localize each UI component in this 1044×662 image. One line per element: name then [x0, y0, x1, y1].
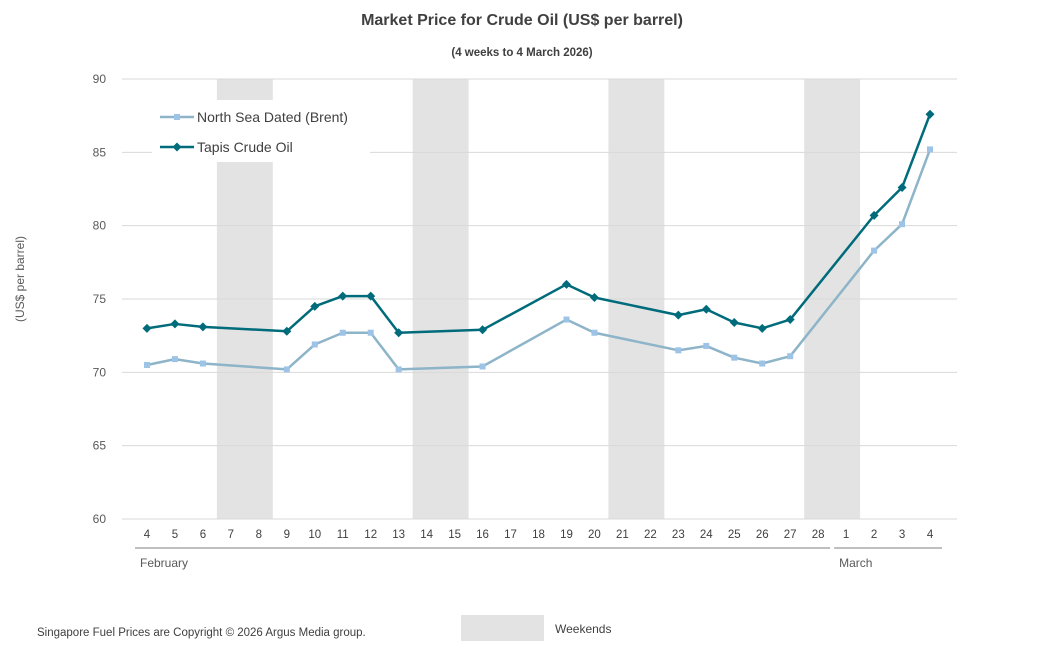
x-tick-label: 22 — [644, 529, 657, 541]
data-point-brent — [563, 316, 570, 323]
month-label: March — [839, 556, 872, 570]
y-tick-label: 80 — [93, 219, 107, 233]
chart-title: Market Price for Crude Oil (US$ per barr… — [361, 12, 683, 29]
x-tick-label: 21 — [616, 529, 629, 541]
data-point-tapis — [701, 304, 711, 314]
data-point-brent — [143, 362, 150, 368]
x-tick-label: 19 — [560, 529, 573, 541]
data-point-brent — [703, 342, 710, 349]
data-point-brent — [367, 329, 374, 336]
x-tick-label: 24 — [700, 529, 713, 541]
legend-box — [152, 100, 370, 162]
data-point-brent — [283, 366, 290, 373]
x-tick-label: 14 — [420, 529, 433, 541]
x-tick-label: 12 — [364, 529, 377, 541]
data-point-tapis — [897, 183, 907, 193]
weekend-legend-swatch — [461, 615, 544, 641]
data-point-brent — [479, 363, 486, 370]
x-tick-label: 3 — [899, 529, 905, 541]
data-point-tapis — [729, 317, 739, 327]
data-point-brent — [927, 146, 934, 153]
data-point-tapis — [338, 291, 348, 301]
data-point-brent — [731, 354, 738, 361]
y-tick-label: 75 — [93, 292, 107, 306]
legend-marker — [174, 114, 180, 120]
data-point-brent — [787, 353, 794, 360]
data-point-brent — [171, 356, 178, 363]
data-point-tapis — [282, 326, 292, 336]
x-tick-label: 17 — [504, 529, 517, 541]
x-tick-label: 18 — [532, 529, 545, 541]
data-point-tapis — [785, 315, 795, 325]
x-tick-label: 20 — [588, 529, 601, 541]
x-tick-label: 8 — [256, 529, 262, 541]
data-point-tapis — [394, 328, 404, 338]
data-point-tapis — [561, 279, 571, 289]
data-point-tapis — [869, 210, 879, 220]
data-point-tapis — [142, 323, 152, 333]
data-point-brent — [675, 347, 682, 354]
weekend-legend-label: Weekends — [555, 622, 612, 636]
data-point-tapis — [673, 310, 683, 320]
y-tick-label: 90 — [93, 72, 107, 86]
x-tick-label: 2 — [871, 529, 877, 541]
data-point-tapis — [589, 293, 599, 303]
y-tick-label: 60 — [93, 512, 107, 526]
legend-marker — [172, 142, 182, 152]
month-label: February — [140, 556, 188, 570]
data-point-brent — [311, 341, 318, 348]
data-point-tapis — [198, 322, 208, 332]
x-tick-label: 6 — [200, 529, 206, 541]
x-tick-label: 4 — [927, 529, 934, 541]
legend-label: Tapis Crude Oil — [197, 139, 293, 155]
x-tick-label: 13 — [392, 529, 405, 541]
data-point-brent — [871, 247, 878, 254]
x-tick-label: 26 — [756, 529, 769, 541]
x-tick-label: 10 — [308, 529, 321, 541]
x-tick-label: 11 — [337, 529, 349, 541]
x-tick-label: 16 — [476, 529, 489, 541]
data-point-tapis — [478, 325, 488, 335]
x-tick-label: 15 — [448, 529, 461, 541]
x-tick-label: 5 — [172, 529, 178, 541]
data-point-brent — [199, 360, 206, 367]
y-tick-label: 70 — [93, 365, 107, 379]
x-tick-label: 25 — [728, 529, 741, 541]
legend-label: North Sea Dated (Brent) — [197, 109, 348, 125]
data-point-tapis — [925, 109, 935, 119]
data-point-tapis — [310, 301, 320, 311]
data-point-brent — [591, 329, 598, 336]
data-point-brent — [395, 366, 402, 373]
data-point-brent — [339, 329, 346, 336]
data-point-tapis — [757, 323, 767, 333]
y-tick-label: 85 — [93, 145, 107, 159]
data-point-tapis — [170, 319, 180, 329]
x-tick-label: 1 — [843, 529, 849, 541]
data-point-brent — [899, 221, 906, 228]
x-tick-label: 4 — [144, 529, 151, 541]
x-tick-label: 23 — [672, 529, 685, 541]
x-tick-label: 7 — [228, 529, 234, 541]
x-tick-label: 27 — [784, 529, 797, 541]
x-tick-label: 28 — [812, 529, 825, 541]
x-tick-label: 9 — [284, 529, 290, 541]
y-tick-label: 65 — [93, 439, 107, 453]
copyright-notice: Singapore Fuel Prices are Copyright © 20… — [37, 627, 366, 639]
data-point-tapis — [366, 291, 376, 301]
chart-subtitle: (4 weeks to 4 March 2026) — [451, 47, 593, 59]
data-point-brent — [759, 360, 766, 367]
